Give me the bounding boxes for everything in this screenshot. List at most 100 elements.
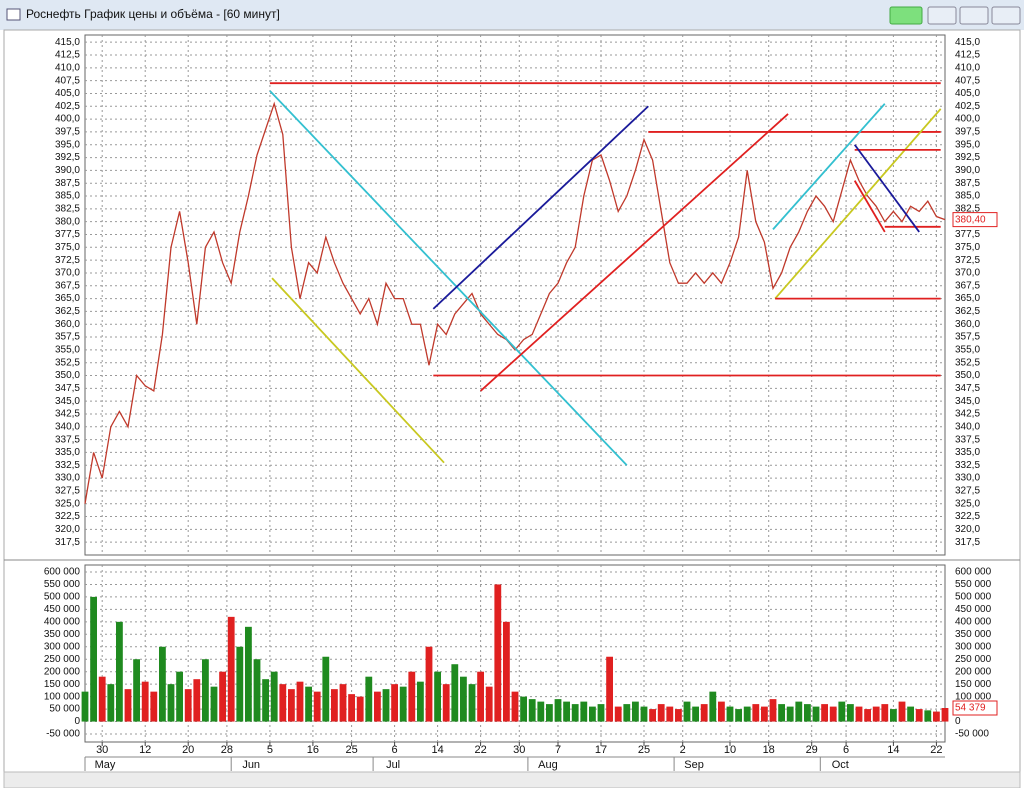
y-tick-label-right: 345,0 xyxy=(955,396,980,407)
volume-bar xyxy=(158,646,166,722)
y-tick-label-right: 342,5 xyxy=(955,409,980,420)
y-tick-label-right: 332,5 xyxy=(955,460,980,471)
y-tick-label: 402,5 xyxy=(55,101,80,112)
maximize-button[interactable] xyxy=(959,6,989,25)
y-tick-label: 385,0 xyxy=(55,191,80,202)
x-tick-label: 7 xyxy=(555,744,561,756)
x-tick-label: 10 xyxy=(724,744,736,756)
y-tick-label: 345,0 xyxy=(55,396,80,407)
y-tick-label-right: 395,0 xyxy=(955,139,980,150)
y-tick-label: 415,0 xyxy=(55,37,80,48)
volume-bar xyxy=(537,701,545,722)
y-tick-label-right: 300 000 xyxy=(955,641,992,652)
volume-bar xyxy=(382,689,390,722)
trend-line xyxy=(479,113,789,392)
y-tick-label: 330,0 xyxy=(55,473,80,484)
volume-bar xyxy=(674,709,682,722)
y-tick-label: 332,5 xyxy=(55,460,80,471)
minimize-button[interactable] xyxy=(927,6,957,25)
y-tick-label: 335,0 xyxy=(55,447,80,458)
y-tick-label-right: 390,0 xyxy=(955,165,980,176)
y-tick-label: 355,0 xyxy=(55,345,80,356)
volume-bar xyxy=(107,684,115,722)
volume-bar xyxy=(81,691,89,722)
y-tick-label: 390,0 xyxy=(55,165,80,176)
volume-bar xyxy=(141,681,149,722)
scrollbar[interactable] xyxy=(3,771,1021,789)
y-tick-label: 372,5 xyxy=(55,255,80,266)
y-tick-label: 100 000 xyxy=(44,691,81,702)
y-tick-label: 370,0 xyxy=(55,268,80,279)
y-tick-label-right: 325,0 xyxy=(955,498,980,509)
volume-bar xyxy=(941,708,949,722)
y-tick-label-right: 600 000 xyxy=(955,567,992,578)
trend-line xyxy=(432,105,649,310)
y-tick-label: 360,0 xyxy=(55,319,80,330)
title-bar xyxy=(0,0,1024,30)
volume-bar xyxy=(726,706,734,722)
month-label: May xyxy=(95,759,116,771)
volume-bar xyxy=(468,684,476,722)
x-tick-label: 12 xyxy=(139,744,151,756)
volume-bar xyxy=(365,676,373,722)
app-icon xyxy=(6,8,21,21)
x-tick-label: 6 xyxy=(392,744,398,756)
y-tick-label-right: 0 xyxy=(955,716,961,727)
y-tick-label: 350 000 xyxy=(44,629,81,640)
volume-bar xyxy=(760,706,768,722)
x-tick-label: 14 xyxy=(431,744,443,756)
volume-bar xyxy=(649,709,657,722)
y-tick-label: 380,0 xyxy=(55,216,80,227)
last-value-box xyxy=(952,700,998,716)
volume-bar xyxy=(442,684,450,722)
volume-bar xyxy=(434,671,442,722)
volume-bar xyxy=(683,701,691,722)
y-tick-label-right: 377,5 xyxy=(955,229,980,240)
x-tick-label: 30 xyxy=(513,744,525,756)
volume-bar xyxy=(150,691,158,722)
volume-bar xyxy=(743,706,751,722)
volume-bar xyxy=(305,686,313,722)
close-button[interactable] xyxy=(991,6,1021,25)
volume-bar xyxy=(898,701,906,722)
volume-bar xyxy=(666,706,674,722)
y-tick-label-right: 327,5 xyxy=(955,486,980,497)
volume-bar xyxy=(279,684,287,722)
x-tick-label: 30 xyxy=(96,744,108,756)
y-tick-label: -50 000 xyxy=(46,729,80,740)
volume-bar xyxy=(485,686,493,722)
y-tick-label-right: 500 000 xyxy=(955,592,992,603)
y-tick-label-right: 400,0 xyxy=(955,114,980,125)
x-tick-label: 2 xyxy=(680,744,686,756)
volume-bar xyxy=(786,706,794,722)
y-tick-label: 317,5 xyxy=(55,537,80,548)
volume-bar xyxy=(545,704,553,722)
y-tick-label-right: 352,5 xyxy=(955,357,980,368)
y-tick-label-right: 150 000 xyxy=(955,679,992,690)
x-tick-label: 6 xyxy=(843,744,849,756)
volume-bar xyxy=(881,704,889,722)
trend-line xyxy=(772,103,886,230)
volume-bar xyxy=(373,691,381,722)
last-value-label: 380,40 xyxy=(955,214,986,225)
y-tick-label: 450 000 xyxy=(44,604,81,615)
y-tick-label: 405,0 xyxy=(55,88,80,99)
volume-bar xyxy=(932,711,940,722)
volume-bar xyxy=(846,704,854,722)
x-tick-label: 25 xyxy=(638,744,650,756)
y-tick-label: 550 000 xyxy=(44,579,81,590)
volume-bar xyxy=(838,701,846,722)
volume-bar xyxy=(597,704,605,722)
y-tick-label-right: 375,0 xyxy=(955,242,980,253)
y-tick-label: 337,5 xyxy=(55,434,80,445)
volume-bar xyxy=(778,704,786,722)
volume-bar xyxy=(391,684,399,722)
volume-bar xyxy=(115,621,123,722)
volume-bar xyxy=(356,696,364,722)
volume-bar xyxy=(752,704,760,722)
link-button[interactable] xyxy=(889,6,923,25)
y-tick-label-right: 250 000 xyxy=(955,654,992,665)
y-tick-label: 322,5 xyxy=(55,511,80,522)
